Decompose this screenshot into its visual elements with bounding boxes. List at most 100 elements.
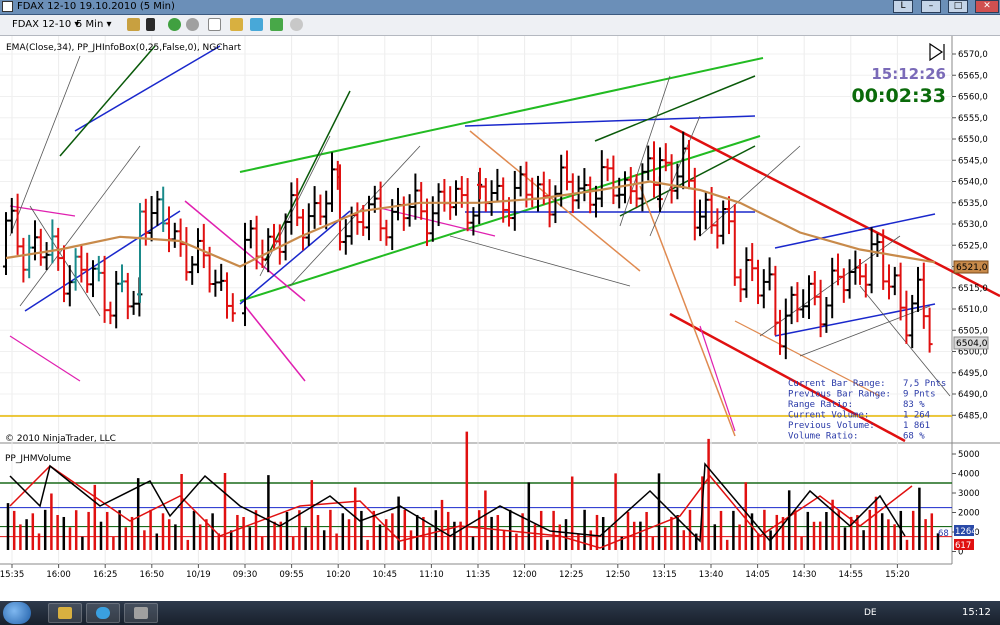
price-chart[interactable]: 15:35 16:00 16:25 16:50 10/19 09:30 09:55 10:20… bbox=[0, 36, 1000, 601]
price-axis-label: 6570,0 bbox=[958, 50, 988, 60]
maximize-button[interactable]: □ bbox=[948, 0, 968, 13]
strategies-icon[interactable] bbox=[270, 18, 283, 31]
svg-text:1264: 1264 bbox=[955, 527, 977, 537]
properties-icon[interactable] bbox=[290, 18, 303, 31]
price-axis-label: 6495,0 bbox=[958, 369, 988, 379]
time-axis-label: 11:35 bbox=[466, 570, 491, 580]
info-value: 1 861 bbox=[903, 421, 930, 431]
trend-line bbox=[239, 57, 764, 173]
volume-axis-label: 2000 bbox=[958, 509, 980, 519]
price-axis-label: 6485,0 bbox=[958, 411, 988, 421]
taskbar-app-explorer[interactable] bbox=[48, 603, 82, 623]
chart-toolbar: FDAX 12-10 ▾ 5 Min ▾ bbox=[0, 15, 1000, 36]
price-axis-label: 6550,0 bbox=[958, 135, 988, 145]
price-axis-label: 6535,0 bbox=[958, 199, 988, 209]
link-button[interactable]: L bbox=[893, 0, 913, 13]
price-axis-label: 6510,0 bbox=[958, 305, 988, 315]
price-axis-label: 6545,0 bbox=[958, 156, 988, 166]
data-box-icon[interactable] bbox=[230, 18, 243, 31]
cursor-icon[interactable] bbox=[208, 18, 221, 31]
indicator-list: EMA(Close,34), PP_JHInfoBox(0,25,False,0… bbox=[6, 43, 241, 53]
time-axis-label: 15:35 bbox=[0, 570, 24, 580]
volume-panel-label: PP_JHMVolume bbox=[5, 454, 71, 464]
info-label: Range Ratio: bbox=[788, 400, 853, 410]
volume-axis-label: 0 bbox=[958, 548, 963, 558]
info-value: 9 Pnts bbox=[903, 390, 936, 400]
system-tray[interactable]: DE bbox=[864, 601, 877, 625]
instrument-selector[interactable]: FDAX 12-10 ▾ bbox=[12, 17, 79, 32]
time-axis-label: 12:00 bbox=[512, 570, 537, 580]
svg-text:617: 617 bbox=[955, 541, 971, 551]
info-label: Previous Volume: bbox=[788, 421, 875, 431]
taskbar-clock[interactable]: 15:12 bbox=[962, 607, 991, 618]
projection-line bbox=[649, 115, 701, 237]
time-axis-label: 15:20 bbox=[885, 570, 910, 580]
info-label: Current Bar Range: bbox=[788, 379, 886, 389]
time-axis-label: 13:15 bbox=[652, 570, 677, 580]
price-axis-label: 6530,0 bbox=[958, 220, 988, 230]
trend-line bbox=[669, 124, 1000, 298]
trend-line bbox=[699, 325, 736, 432]
time-axis-label: 14:30 bbox=[792, 570, 817, 580]
info-label: Volume Ratio: bbox=[788, 432, 858, 442]
time-axis-label: 09:30 bbox=[233, 570, 258, 580]
copyright-text: © 2010 NinjaTrader, LLC bbox=[5, 434, 116, 444]
close-button[interactable]: ✕ bbox=[975, 0, 999, 13]
price-axis-label: 6490,0 bbox=[958, 390, 988, 400]
projection-line bbox=[259, 135, 331, 277]
trend-line bbox=[379, 207, 496, 237]
price-axis-label: 6505,0 bbox=[958, 326, 988, 336]
volume-axis-label: 5000 bbox=[958, 450, 980, 460]
time-axis-label: 12:25 bbox=[559, 570, 584, 580]
info-value: 1 264 bbox=[903, 411, 930, 421]
window-title: FDAX 12-10 19.10.2010 (5 Min) bbox=[17, 1, 175, 12]
time-axis-label: 10:20 bbox=[326, 570, 351, 580]
info-value: 83 % bbox=[903, 400, 925, 410]
volume-tag-previous: 617 bbox=[954, 539, 974, 551]
price-axis-label: 6500,0 bbox=[958, 348, 988, 358]
start-button[interactable] bbox=[3, 602, 31, 624]
projection-line bbox=[619, 75, 671, 227]
trend-line bbox=[9, 335, 81, 382]
indicators-icon[interactable] bbox=[250, 18, 263, 31]
bar-type-icon[interactable] bbox=[127, 18, 140, 31]
instrument-label: FDAX 12-10 bbox=[12, 19, 72, 30]
taskbar-app-ninjatrader[interactable] bbox=[124, 603, 158, 623]
price-axis-label: 6515,0 bbox=[958, 284, 988, 294]
time-axis-label: 12:50 bbox=[606, 570, 631, 580]
trend-line bbox=[244, 305, 306, 382]
price-axis-label: 6540,0 bbox=[958, 178, 988, 188]
projection-line bbox=[859, 285, 951, 397]
volume-axis-label: 4000 bbox=[958, 470, 980, 480]
trend-line bbox=[74, 45, 221, 132]
price-axis-label: 6560,0 bbox=[958, 93, 988, 103]
time-axis-label: 09:55 bbox=[279, 570, 304, 580]
trend-line bbox=[59, 45, 156, 157]
time-axis-label: 13:40 bbox=[699, 570, 724, 580]
bar-countdown: 00:02:33 bbox=[851, 85, 946, 107]
ema-line bbox=[5, 180, 936, 268]
taskbar-app-browser[interactable] bbox=[86, 603, 120, 623]
trend-line bbox=[594, 75, 756, 142]
trend-line bbox=[239, 135, 761, 302]
pencil-icon[interactable] bbox=[146, 18, 155, 31]
time-axis-label: 11:10 bbox=[419, 570, 444, 580]
zoom-in-icon[interactable] bbox=[168, 18, 181, 31]
chart-canvas[interactable]: 15:35 16:00 16:25 16:50 10/19 09:30 09:55 10:20… bbox=[0, 36, 1000, 601]
secondary-price-tag: 6504,0 bbox=[953, 336, 989, 350]
chart-grid bbox=[0, 36, 1000, 565]
price-bars bbox=[3, 131, 933, 360]
time-axis-label: 16:50 bbox=[140, 570, 165, 580]
zoom-out-icon[interactable] bbox=[186, 18, 199, 31]
time-axis-label: 14:55 bbox=[839, 570, 864, 580]
taskbar: DE 15:12 bbox=[0, 601, 1000, 625]
svg-text:6504,0: 6504,0 bbox=[956, 339, 988, 349]
trend-line bbox=[639, 185, 736, 437]
language-indicator[interactable]: DE bbox=[864, 608, 877, 618]
minimize-button[interactable]: – bbox=[921, 0, 941, 13]
app-icon bbox=[2, 1, 13, 12]
interval-selector[interactable]: 5 Min ▾ bbox=[76, 17, 112, 32]
trend-line bbox=[734, 320, 881, 397]
info-label: Current Volume: bbox=[788, 411, 869, 421]
play-icon[interactable] bbox=[929, 42, 945, 62]
